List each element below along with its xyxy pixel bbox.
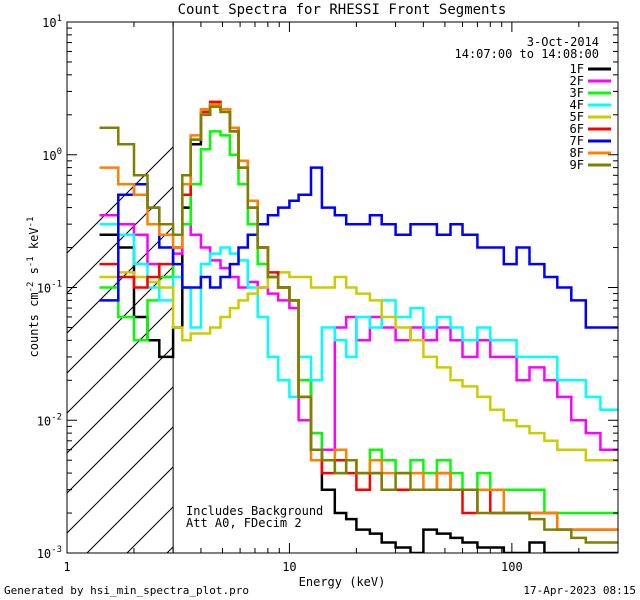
series-9F-line [99,105,618,544]
chart-title: Count Spectra for RHESSI Front Segments [178,2,507,18]
date-label: 3-Oct-2014 [527,35,599,49]
y-axis-label: counts cm-2 s-1 keV-1 [26,217,41,358]
series-3F-line [99,130,618,515]
legend-label-4F: 4F [570,98,584,112]
legend-label-3F: 3F [570,86,584,100]
axis-ticks: 1 10 100 10-3 10-2 10-1 100 101 [37,14,619,574]
legend-label-1F: 1F [570,62,584,76]
x-tick-label: 100 [501,560,523,574]
series-4F-line [99,222,618,411]
legend-label-2F: 2F [570,74,584,88]
annotation-attenuator: Att A0, FDecim 2 [186,516,302,530]
legend-label-5F: 5F [570,110,584,124]
series-5F-line [99,271,618,462]
x-tick-label: 10 [282,560,296,574]
series-group [99,100,618,553]
x-axis-label: Energy (keV) [299,575,386,589]
y-tick-label: 10-2 [37,412,62,428]
series-2F-line [99,214,618,451]
annotation-background: Includes Background [186,504,323,518]
y-tick-label: 10-1 [37,280,62,296]
x-tick-label: 1 [63,560,70,574]
y-tick-label: 10-3 [37,545,62,561]
hatch-line [67,386,174,494]
legend-label-9F: 9F [570,158,584,172]
hatch-line [67,426,174,534]
y-tick-label: 100 [42,147,62,163]
series-7F-line [99,166,618,329]
footer-timestamp: 17-Apr-2023 08:15 [523,584,636,597]
legend-label-6F: 6F [570,122,584,136]
legend-label-7F: 7F [570,134,584,148]
time-range-label: 14:07:00 to 14:08:00 [455,47,600,61]
legend-label-8F: 8F [570,146,584,160]
generated-by: Generated by hsi_min_spectra_plot.pro [4,584,250,597]
y-tick-label: 101 [42,14,62,30]
